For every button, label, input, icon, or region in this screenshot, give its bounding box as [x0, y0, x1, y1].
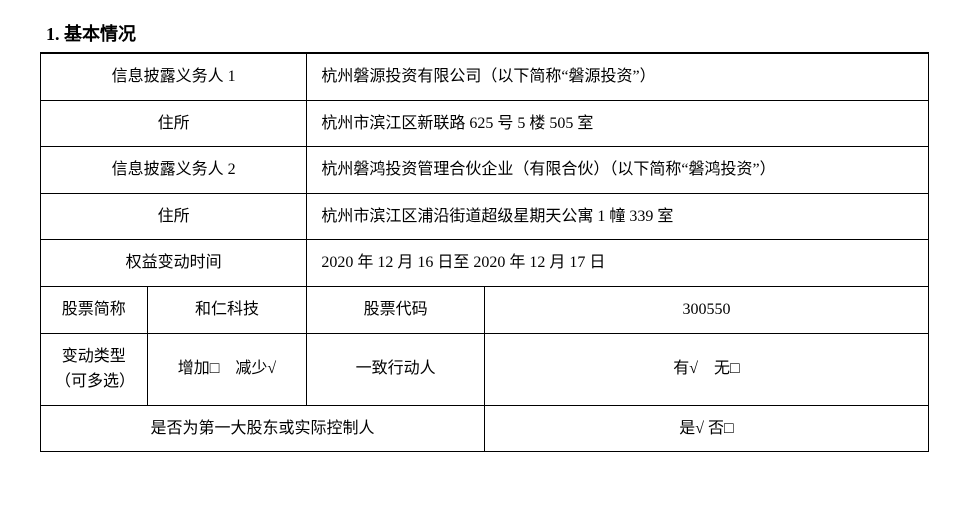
- action-person-label: 一致行动人: [307, 333, 485, 405]
- section-number: 1.: [46, 24, 60, 44]
- stock-name-label: 股票简称: [41, 286, 148, 333]
- row-label: 信息披露义务人 1: [41, 54, 307, 101]
- table-row: 信息披露义务人 2 杭州磐鸿投资管理合伙企业（有限合伙）（以下简称“磐鸿投资”）: [41, 147, 929, 194]
- change-type-label: 变动类型（可多选）: [41, 333, 148, 405]
- basic-info-table: 信息披露义务人 1 杭州磐源投资有限公司（以下简称“磐源投资”） 住所 杭州市滨…: [40, 53, 929, 452]
- row-value: 杭州市滨江区浦沿街道超级星期天公寓 1 幢 339 室: [307, 193, 929, 240]
- row-label: 住所: [41, 193, 307, 240]
- stock-row: 股票简称 和仁科技 股票代码 300550: [41, 286, 929, 333]
- row-label: 权益变动时间: [41, 240, 307, 287]
- row-label: 住所: [41, 100, 307, 147]
- section-heading: 1. 基本情况: [40, 20, 929, 46]
- section-title-text: 基本情况: [64, 24, 136, 44]
- controller-value: 是√ 否□: [484, 405, 928, 452]
- table-row: 信息披露义务人 1 杭州磐源投资有限公司（以下简称“磐源投资”）: [41, 54, 929, 101]
- row-value: 杭州磐鸿投资管理合伙企业（有限合伙）（以下简称“磐鸿投资”）: [307, 147, 929, 194]
- table-row: 住所 杭州市滨江区浦沿街道超级星期天公寓 1 幢 339 室: [41, 193, 929, 240]
- controller-row: 是否为第一大股东或实际控制人 是√ 否□: [41, 405, 929, 452]
- table-row: 权益变动时间 2020 年 12 月 16 日至 2020 年 12 月 17 …: [41, 240, 929, 287]
- row-value: 杭州磐源投资有限公司（以下简称“磐源投资”）: [307, 54, 929, 101]
- row-label: 信息披露义务人 2: [41, 147, 307, 194]
- row-value: 杭州市滨江区新联路 625 号 5 楼 505 室: [307, 100, 929, 147]
- action-person-value: 有√ 无□: [484, 333, 928, 405]
- table-row: 住所 杭州市滨江区新联路 625 号 5 楼 505 室: [41, 100, 929, 147]
- stock-name-value: 和仁科技: [147, 286, 307, 333]
- controller-label: 是否为第一大股东或实际控制人: [41, 405, 485, 452]
- row-value: 2020 年 12 月 16 日至 2020 年 12 月 17 日: [307, 240, 929, 287]
- stock-code-label: 股票代码: [307, 286, 485, 333]
- change-type-value: 增加□ 减少√: [147, 333, 307, 405]
- change-row: 变动类型（可多选） 增加□ 减少√ 一致行动人 有√ 无□: [41, 333, 929, 405]
- stock-code-value: 300550: [484, 286, 928, 333]
